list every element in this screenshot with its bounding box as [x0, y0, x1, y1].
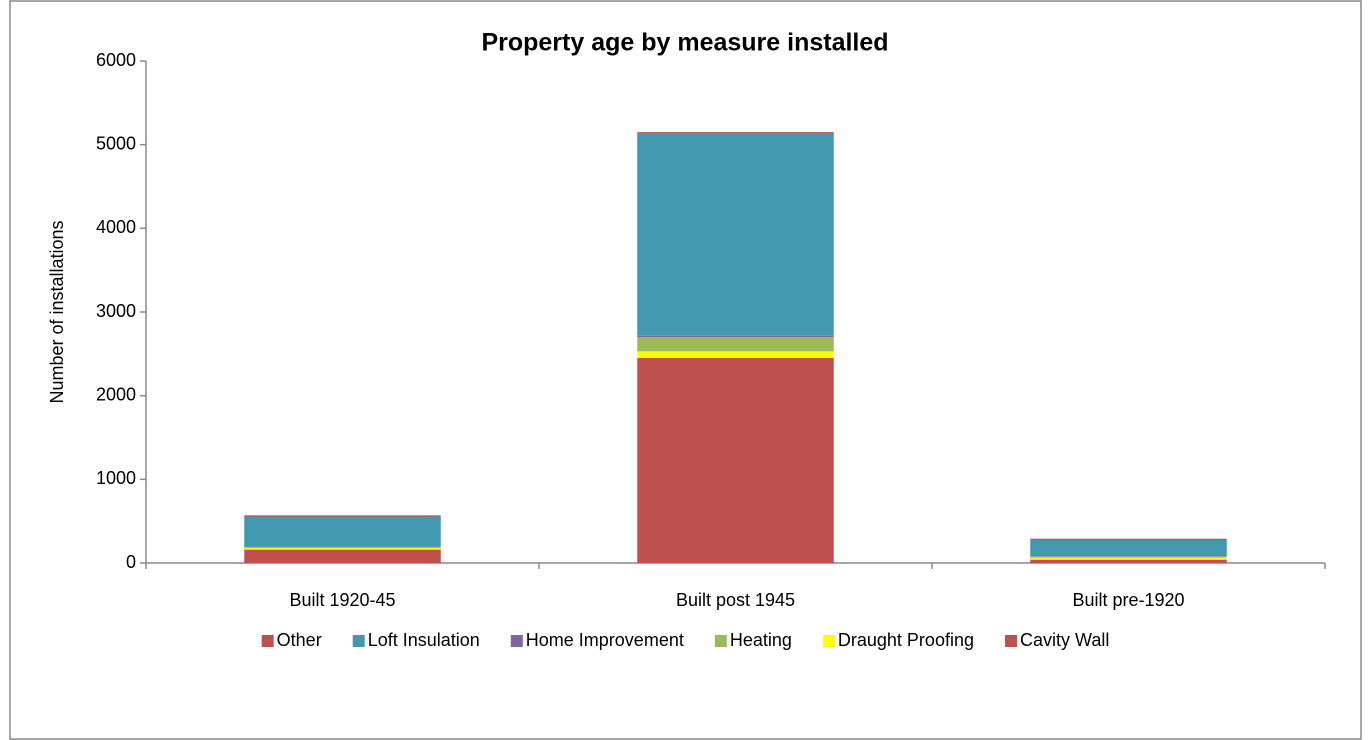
legend-swatch [1004, 635, 1017, 647]
bar-segment [1030, 556, 1227, 558]
bar-segment [244, 547, 441, 550]
bar-segment [1030, 559, 1227, 563]
legend-label: Other [277, 630, 322, 650]
bar-segment [637, 132, 834, 134]
legend-swatch [510, 635, 523, 647]
y-tick-label: 5000 [96, 133, 136, 153]
bar-segment [1030, 539, 1227, 557]
x-tick-label: Built pre-1920 [1072, 590, 1184, 610]
bar-segment [244, 547, 441, 548]
y-tick-label: 1000 [96, 468, 136, 488]
bar-segment [637, 133, 834, 336]
bar-segment [1030, 557, 1227, 560]
y-tick-label: 4000 [96, 217, 136, 237]
legend-swatch [261, 635, 274, 647]
y-tick-label: 3000 [96, 301, 136, 321]
y-tick-label: 2000 [96, 384, 136, 404]
bar-segment [1030, 538, 1227, 540]
bar-segment [637, 358, 834, 563]
legend-swatch [822, 635, 835, 647]
legend-label: Heating [730, 630, 792, 650]
x-tick-label: Built 1920-45 [289, 590, 395, 610]
y-tick-label: 6000 [96, 50, 136, 70]
bar-segment [244, 515, 441, 517]
bar-segment [637, 351, 834, 359]
legend-label: Loft Insulation [368, 630, 480, 650]
bar-segment [637, 335, 834, 338]
y-axis-label: Number of installations [47, 220, 67, 403]
legend-label: Cavity Wall [1020, 630, 1109, 650]
bar-segment [244, 549, 441, 563]
y-tick-label: 0 [126, 552, 136, 572]
legend-swatch [714, 635, 727, 647]
legend-label: Draught Proofing [838, 630, 974, 650]
x-tick-label: Built post 1945 [676, 590, 795, 610]
legend-label: Home Improvement [526, 630, 684, 650]
bar-segment [637, 337, 834, 352]
chart-title: Property age by measure installed [481, 29, 888, 57]
bar-segment [244, 516, 441, 547]
legend-swatch [352, 635, 365, 647]
